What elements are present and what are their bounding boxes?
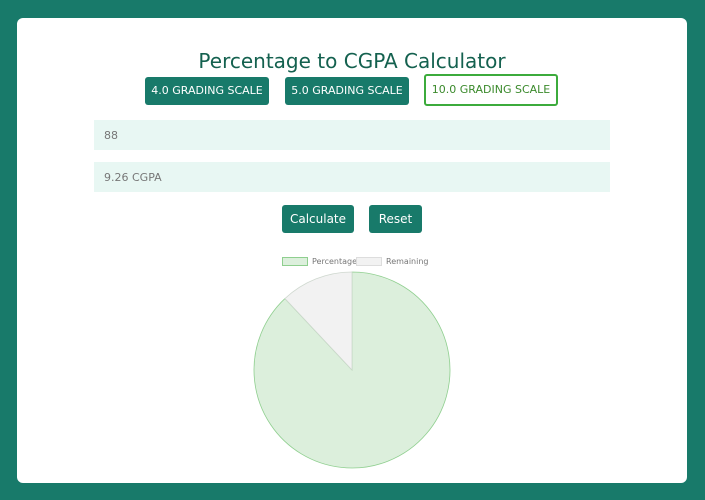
scale-5-button[interactable]: 5.0 GRADING SCALE <box>285 77 409 105</box>
calculator-card: Percentage to CGPA Calculator 4.0 GRADIN… <box>17 18 687 483</box>
reset-button[interactable]: Reset <box>369 205 422 233</box>
scale-4-button[interactable]: 4.0 GRADING SCALE <box>145 77 269 105</box>
cgpa-result-field[interactable] <box>94 162 610 192</box>
legend-item-percentage[interactable]: Percentage <box>282 257 357 266</box>
pie-chart <box>253 271 451 469</box>
percentage-input[interactable] <box>94 120 610 150</box>
calculate-button[interactable]: Calculate <box>282 205 354 233</box>
legend-swatch-remaining <box>356 257 382 266</box>
pie-slice-remaining[interactable] <box>284 271 353 372</box>
page-title: Percentage to CGPA Calculator <box>198 49 506 73</box>
scale-10-button[interactable]: 10.0 GRADING SCALE <box>424 74 558 106</box>
pie-slice-percentage[interactable] <box>253 271 451 469</box>
legend-label-remaining: Remaining <box>386 257 429 266</box>
legend-item-remaining[interactable]: Remaining <box>356 257 428 266</box>
legend-swatch-percentage <box>282 257 308 266</box>
legend-label-percentage: Percentage <box>312 257 358 266</box>
